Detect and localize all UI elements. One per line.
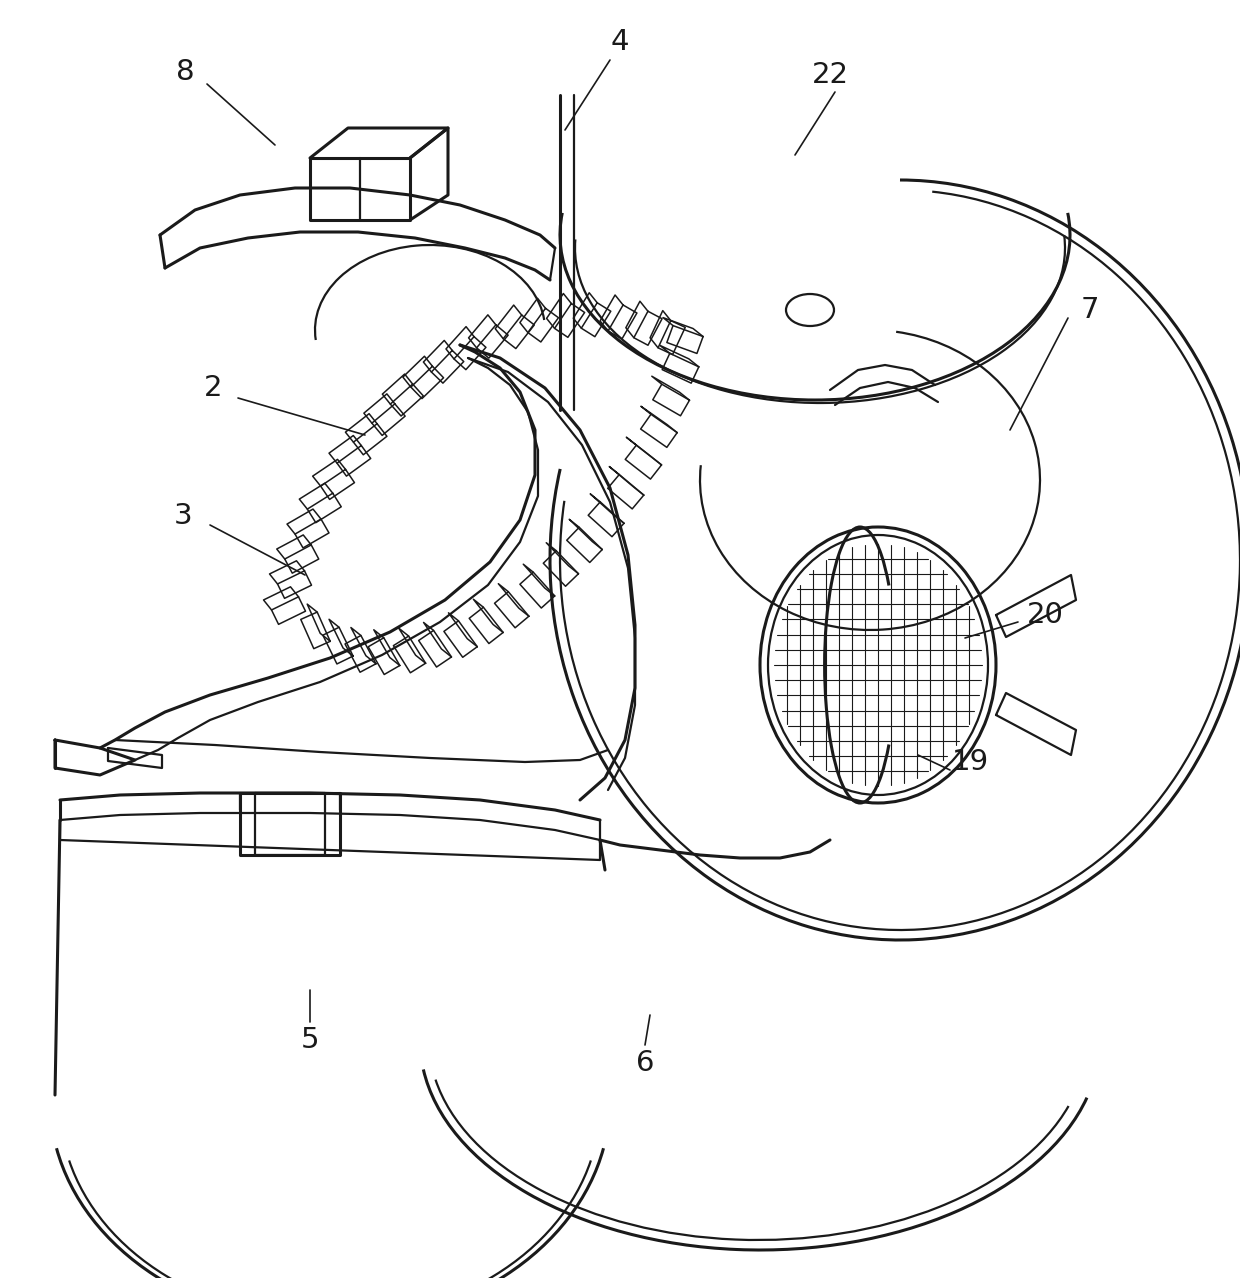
Text: 22: 22 [811, 61, 848, 89]
Text: 19: 19 [951, 748, 988, 776]
Text: 3: 3 [174, 502, 192, 530]
Text: 7: 7 [1081, 296, 1099, 325]
Text: 6: 6 [636, 1049, 655, 1077]
Text: 8: 8 [176, 58, 195, 86]
Text: 5: 5 [301, 1026, 319, 1054]
Text: 20: 20 [1027, 601, 1064, 629]
Text: 2: 2 [203, 374, 222, 403]
Text: 4: 4 [611, 28, 629, 56]
